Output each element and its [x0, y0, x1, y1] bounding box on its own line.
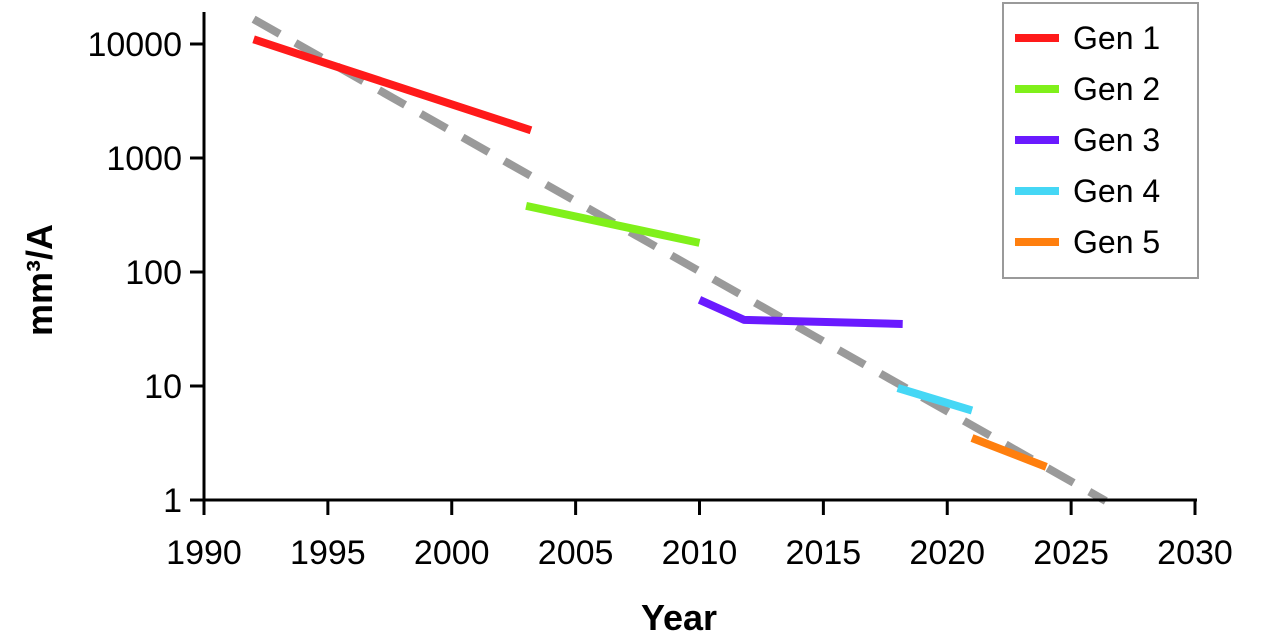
y-tick-label: 10 [144, 368, 182, 406]
legend-items: Gen 1 Gen 2 Gen 3 Gen 4 Gen 5 [1015, 20, 1160, 260]
series-layer [252, 35, 1048, 471]
series-line-gen-5 [970, 434, 1048, 471]
x-tick-label: 2000 [414, 534, 490, 572]
x-axis-title: Year [641, 597, 717, 638]
series-line-gen-4 [896, 384, 974, 415]
legend-label: Gen 5 [1073, 224, 1160, 260]
y-tick-label: 1000 [106, 140, 182, 178]
x-tick-label: 1995 [290, 534, 366, 572]
y-tick-label: 100 [125, 254, 182, 292]
y-ticks: 1 10 100 1000 10000 [87, 26, 204, 520]
x-tick-label: 2030 [1157, 534, 1233, 572]
legend-label: Gen 4 [1073, 173, 1160, 209]
x-tick-label: 2025 [1033, 534, 1109, 572]
series-line-gen-2 [525, 201, 701, 247]
x-tick-label: 2020 [909, 534, 985, 572]
trend-line [251, 15, 1108, 505]
legend: Gen 1 Gen 2 Gen 3 Gen 4 Gen 5 [1002, 2, 1199, 279]
y-axis-title: mm³/A [19, 224, 60, 336]
y-tick-label: 1 [163, 482, 182, 520]
x-tick-label: 1990 [166, 534, 242, 572]
x-tick-label: 2015 [786, 534, 862, 572]
series-line-gen-3 [697, 296, 903, 328]
x-tick-label: 2010 [662, 534, 738, 572]
x-ticks: 1990 1995 2000 2005 2010 2015 2020 2025 2030 [166, 500, 1233, 572]
legend-label: Gen 3 [1073, 122, 1160, 158]
legend-label: Gen 2 [1073, 71, 1160, 107]
trend-layer [251, 15, 1108, 505]
y-tick-label: 10000 [87, 26, 182, 64]
x-tick-label: 2005 [538, 534, 614, 572]
legend-label: Gen 1 [1073, 20, 1160, 56]
series-line-gen-1 [252, 35, 533, 135]
